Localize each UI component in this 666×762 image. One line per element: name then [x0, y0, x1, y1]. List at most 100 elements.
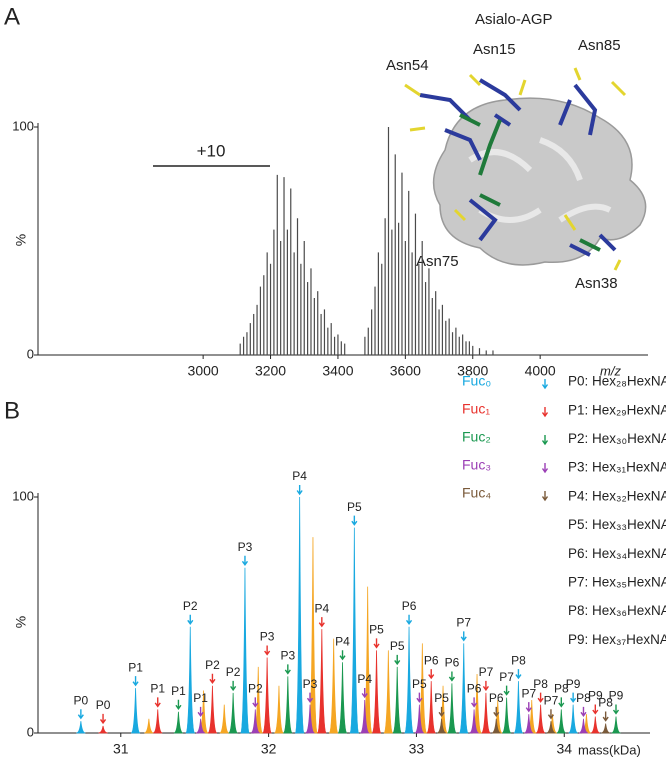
peak-arrow [175, 699, 182, 710]
peak [349, 527, 360, 734]
peak-arrow [132, 676, 139, 687]
peak [371, 650, 382, 734]
peak-label: P5 [390, 639, 405, 653]
peak-label: P6 [445, 656, 460, 670]
y-axis-label: % [13, 616, 29, 628]
peak-label: P0 [96, 698, 111, 712]
glycoform-label: P9: Hex₃₇HexNAc₃₂ [568, 632, 666, 647]
peak-arrow [361, 687, 368, 699]
peak-label: P3 [238, 540, 253, 554]
x-tick-label: 3800 [457, 363, 488, 379]
x-axis-label: mass(kDa) [578, 742, 641, 757]
legend-label: Fuc₀ [462, 373, 491, 389]
y-tick-label: 0 [27, 724, 34, 739]
protein-structure [404, 67, 647, 271]
site-label: Asn38 [575, 275, 618, 292]
peak [196, 718, 206, 734]
peak [491, 718, 501, 734]
peak [481, 692, 491, 734]
peak-arrow [339, 650, 346, 661]
x-tick-label: 3400 [322, 363, 353, 379]
peak-label: P2 [205, 658, 220, 672]
peak-arrow [570, 692, 577, 703]
peak [219, 704, 229, 734]
peak-label: P6 [402, 599, 417, 613]
peak [305, 704, 315, 734]
peak [185, 626, 196, 734]
peak [282, 676, 293, 734]
peak-arrow [230, 680, 237, 692]
peak [458, 643, 469, 734]
legend-label: Fuc₄ [462, 485, 491, 501]
peak-arrow [428, 669, 435, 680]
peak-label: P8 [511, 653, 526, 667]
peak-label: P6 [424, 653, 439, 667]
peak [383, 650, 394, 734]
annotation: +10 [197, 141, 226, 160]
peak-label: P5 [347, 500, 362, 514]
peak-label: P5 [412, 677, 427, 691]
peak [173, 711, 184, 734]
peak-arrow [187, 614, 194, 626]
peak [513, 681, 524, 734]
peak-label: P7 [544, 693, 559, 707]
peak-arrow [525, 702, 532, 713]
x-tick-label: 3200 [255, 363, 286, 379]
peak-arrow [405, 614, 413, 626]
peak [308, 537, 318, 734]
peak-label: P5 [434, 691, 449, 705]
peak [590, 716, 600, 734]
peak-arrow [547, 709, 555, 720]
inset-title: Asialo-AGP [475, 11, 553, 28]
peak-arrow [77, 709, 84, 720]
peak-label: P1 [128, 660, 143, 674]
peak-arrow [154, 697, 161, 708]
peak [274, 685, 284, 734]
peak-arrow [541, 435, 549, 446]
peak-arrow [503, 685, 510, 696]
peak [207, 685, 218, 734]
peak-label: P7 [479, 665, 494, 679]
site-label: Asn75 [416, 253, 459, 270]
peak-arrow [252, 697, 259, 708]
peak-arrow [515, 669, 522, 680]
panel-letter: A [4, 3, 20, 30]
glycoform-label: P2: Hex₃₀HexNAc₂₅ [568, 431, 666, 446]
peak-arrow [541, 379, 549, 390]
peak-arrow [318, 617, 325, 628]
peak [228, 692, 239, 734]
peak-arrow [241, 555, 249, 567]
peak [535, 704, 546, 734]
peak-arrow [602, 711, 609, 722]
peak-label: P7 [456, 615, 471, 629]
peak-arrow [197, 706, 204, 718]
peak [426, 681, 437, 734]
glycoform-label: P8: Hex₃₆HexNAc₃₁ [568, 603, 666, 618]
peak-arrow [264, 645, 271, 656]
peak [611, 716, 621, 734]
peak [337, 662, 348, 734]
x-tick-label: 4000 [525, 363, 556, 379]
peak-label: P1 [150, 682, 165, 696]
peak [578, 718, 589, 734]
peak-arrow [284, 664, 291, 675]
peak [294, 496, 305, 734]
site-label: Asn54 [386, 57, 429, 74]
peak-label: P9 [588, 689, 603, 703]
glycoform-label: P5: Hex₃₃HexNAc₂₈ [568, 517, 666, 532]
peak-arrow [438, 706, 445, 718]
peak-label: P4 [335, 634, 350, 648]
peak [262, 657, 273, 734]
peak-arrow [541, 491, 549, 502]
x-tick-label: 33 [409, 741, 425, 757]
peak [392, 666, 403, 734]
peak [447, 683, 457, 734]
glycoform-label: P4: Hex₃₂HexNAc₂₇ [568, 488, 666, 503]
peak [240, 567, 250, 734]
site-label: Asn85 [578, 37, 621, 54]
y-tick-label: 100 [12, 118, 34, 133]
panel-letter: B [4, 397, 20, 424]
peak-label: P8 [576, 691, 591, 705]
site-label: Asn15 [473, 41, 516, 58]
